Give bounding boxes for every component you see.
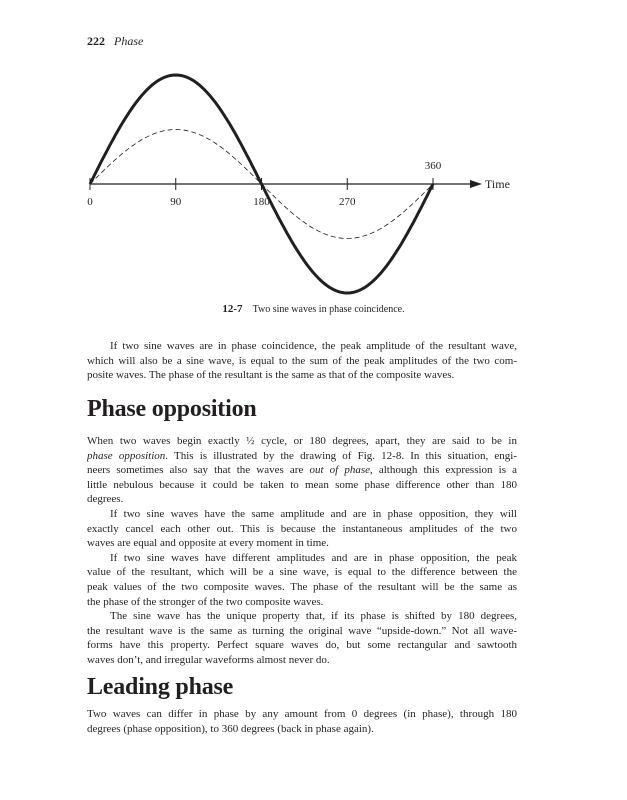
text-line: posite waves. The phase of the resultant… — [87, 369, 455, 382]
tick-label: 90 — [170, 196, 182, 208]
text-line: the resultant wave is the same as turnin… — [87, 624, 517, 637]
axis-arrow-icon — [470, 180, 482, 188]
text-line: If two sine waves are in phase coinciden… — [110, 340, 517, 352]
text-line: peak values of the two composite waves. … — [87, 580, 517, 593]
running-title: Phase — [114, 34, 144, 48]
text-line: degrees. — [87, 493, 124, 506]
tick-label: 270 — [339, 196, 356, 208]
emphasis-text: out of phase — [309, 464, 370, 477]
tick-label: 360 — [425, 160, 442, 172]
text-line: If two sine waves have different amplitu… — [110, 551, 517, 564]
text-run: , although this expression is a — [370, 464, 518, 477]
text-line: degrees (phase opposition), to 360 degre… — [87, 722, 374, 735]
text-line: which will also be a sine wave, is equal… — [87, 354, 517, 367]
text-line: neers sometimes also say that the waves … — [87, 463, 517, 478]
paragraph: If two sine waves are in phase coinciden… — [87, 339, 517, 383]
figure-caption: 12-7 Two sine waves in phase coincidence. — [0, 303, 627, 315]
text-line: little nebulous because it could be take… — [87, 478, 517, 491]
text-line: the phase of the stronger of the two com… — [87, 595, 324, 608]
intro-text: If two sine waves are in phase coinciden… — [87, 339, 517, 383]
wave-dashed — [89, 129, 434, 239]
heading-leading-phase: Leading phase — [87, 674, 234, 700]
paragraph: When two waves begin exactly ½ cycle, or… — [87, 434, 517, 507]
leading-phase-text: Two waves can differ in phase by any amo… — [87, 707, 517, 736]
paragraph: The sine wave has the unique property th… — [87, 609, 517, 667]
paragraph: Two waves can differ in phase by any amo… — [87, 707, 517, 736]
text-line: The sine wave has the unique property th… — [110, 610, 517, 623]
text-run: neers sometimes also say that the waves … — [87, 464, 310, 477]
page-number: 222 — [87, 34, 105, 48]
figure-sine-waves: 0 90 180 270 360 Time — [87, 73, 510, 295]
text-line: phase opposition. This is illustrated by… — [87, 449, 517, 464]
caption-text: Two sine waves in phase coincidence. — [252, 304, 405, 315]
text-line: When two waves begin exactly ½ cycle, or… — [87, 435, 517, 447]
tick-label: 180 — [253, 196, 270, 208]
text-line: waves don’t, and irregular waveforms alm… — [87, 653, 330, 666]
text-line: forms have this property. Perfect square… — [87, 639, 517, 652]
paragraph: If two sine waves have different amplitu… — [87, 551, 517, 609]
figure-number: 12-7 — [222, 303, 243, 315]
phase-opposition-text: When two waves begin exactly ½ cycle, or… — [87, 434, 517, 668]
paragraph: If two sine waves have the same amplitud… — [87, 507, 517, 551]
page-header: 222 Phase — [87, 34, 143, 49]
text-line: exactly cancel each other out. This is b… — [87, 522, 517, 535]
text-line: If two sine waves have the same amplitud… — [110, 507, 517, 520]
text-line: Two waves can differ in phase by any amo… — [87, 708, 517, 720]
axis-label: Time — [485, 177, 510, 191]
tick-label: 0 — [87, 196, 93, 208]
emphasis-text: phase opposition — [87, 449, 166, 462]
text-line: value of the resultant, which will be a … — [87, 566, 517, 579]
text-line: waves are equal and opposite at every mo… — [87, 537, 329, 550]
heading-phase-opposition: Phase opposition — [87, 396, 257, 422]
text-run: . This is illustrated by the drawing of … — [165, 449, 517, 462]
